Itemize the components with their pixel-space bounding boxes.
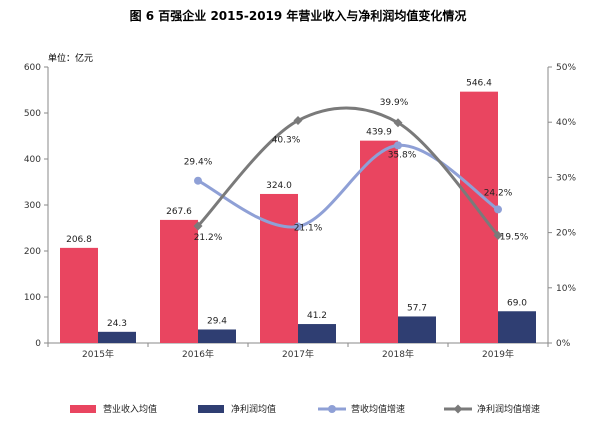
series-line [197,143,499,229]
line-value-label: 29.4% [184,158,213,168]
line-point-marker [194,176,202,185]
bar [260,193,298,343]
right-tick-label: 10% [556,284,576,294]
line-value-label: 21.1% [294,224,323,234]
left-tick-label: 600 [24,63,41,73]
bar-value-label: 324.0 [266,181,292,191]
left-tick-label: 100 [24,293,41,303]
right-tick-label: 30% [556,173,576,183]
bar-value-label: 546.4 [466,79,492,89]
bar [460,91,498,343]
bar [398,316,436,343]
line-point-marker [493,230,503,240]
bar-value-label: 57.7 [407,303,427,313]
line-value-label: 19.5% [500,232,529,242]
line-value-label: 35.8% [388,150,417,160]
legend-marker [328,405,336,413]
data-labels-layer: 206.8 267.6 324.0 439.9 546.4 24.3 29.4 41.2 57.… [66,79,529,329]
right-tick-label: 0% [556,339,571,349]
legend-label: 营业收入均值 [103,403,157,415]
left-tick-label: 300 [24,201,41,211]
right-tick-label: 20% [556,229,576,239]
bar-value-label: 439.9 [366,128,392,138]
left-tick-label: 0 [35,339,41,349]
line-point-marker [393,118,403,128]
bar [60,247,98,343]
x-axis-ticks: 2015年 2016年 2017年 2018年 2019年 [47,343,549,360]
legend-label: 净利润均值 [231,403,276,415]
unit-label: 单位：亿元 [48,52,93,64]
legend: 营业收入均值 净利润均值 营收均值增速 净利润均值增速 [70,403,540,415]
line-point-marker [294,222,302,231]
x-tick-label: 2017年 [282,348,314,360]
x-tick-label: 2015年 [82,348,114,360]
legend-label: 净利润均值增速 [477,403,540,415]
line-point-marker [193,221,203,231]
right-tick-label: 40% [556,118,576,128]
chart-title: 图 6 百强企业 2015-2019 年营业收入与净利润均值变化情况 [130,8,467,23]
bar [360,140,398,343]
legend-label: 营收均值增速 [351,403,405,415]
bar-value-label: 206.8 [66,235,92,245]
right-tick-label: 50% [556,63,576,73]
line-value-label: 40.3% [272,136,301,146]
x-tick-label: 2019年 [482,348,514,360]
series-line [196,106,500,237]
line-point-marker [394,141,402,150]
left-tick-label: 200 [24,247,41,257]
legend-marker [453,404,463,414]
bar [298,324,336,343]
left-tick-label: 500 [24,109,41,119]
x-tick-label: 2016年 [182,348,214,360]
line-value-label: 39.9% [380,98,409,108]
bar-value-label: 24.3 [107,319,127,329]
bar [98,331,136,343]
right-axis-ticks: 0% 10% 20% 30% 40% 50% [548,63,576,349]
bar [498,311,536,343]
bar [160,219,198,343]
line-point-marker [494,205,502,214]
bar-value-label: 69.0 [507,298,527,308]
line-value-label: 21.2% [194,233,223,243]
bar [198,329,236,343]
legend-swatch [198,405,224,413]
bar-value-label: 29.4 [207,316,227,326]
legend-swatch [70,405,96,413]
x-tick-label: 2018年 [382,348,414,360]
bar-value-label: 267.6 [166,207,192,217]
line-point-marker [293,116,303,126]
bars-layer [60,91,536,343]
left-tick-label: 400 [24,155,41,165]
bar-value-label: 41.2 [307,311,327,321]
lines-layer [193,106,503,240]
left-axis-ticks: 0 100 200 300 400 500 600 [24,63,48,349]
line-value-label: 24.2% [484,188,513,198]
